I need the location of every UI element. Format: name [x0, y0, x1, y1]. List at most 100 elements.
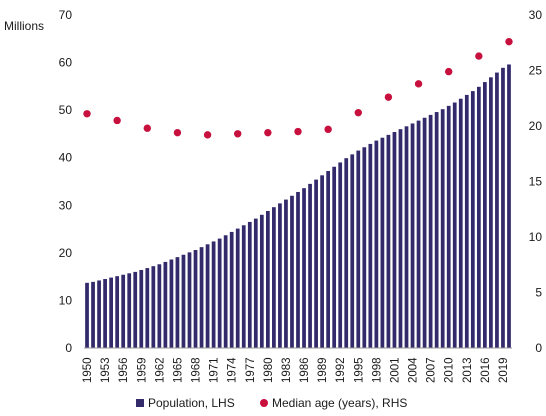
- median-age-markers: [83, 37, 513, 139]
- legend-swatch-median-age: [260, 399, 268, 407]
- population-bar: [127, 273, 132, 348]
- population-bar: [428, 114, 433, 349]
- population-bar: [235, 228, 240, 348]
- population-bar: [115, 276, 120, 348]
- right-axis-tick-label: 15: [529, 175, 543, 189]
- population-bar: [495, 72, 499, 348]
- population-bar: [422, 117, 427, 348]
- population-bar: [85, 282, 89, 348]
- left-axis-tick-label: 60: [59, 56, 73, 70]
- population-bar: [356, 150, 361, 348]
- population-bar: [139, 269, 144, 348]
- population-bar: [302, 188, 306, 348]
- right-axis-tick-label: 20: [529, 119, 543, 133]
- x-axis-tick-label: 1953: [100, 357, 112, 383]
- population-bar: [175, 257, 180, 348]
- population-bar: [296, 191, 300, 348]
- population-bar: [344, 158, 349, 348]
- population-bar: [332, 166, 337, 348]
- population-bar: [416, 120, 421, 348]
- population-bar: [229, 231, 234, 348]
- population-bar: [410, 123, 415, 349]
- population-bar: [368, 143, 373, 348]
- population-bar: [157, 264, 162, 348]
- population-bar: [446, 105, 451, 348]
- population-bar: [284, 199, 288, 348]
- population-bar: [223, 235, 228, 348]
- x-axis-tick-label: 2010: [444, 357, 456, 383]
- population-bar: [290, 195, 294, 348]
- x-axis-tick-label: 2016: [480, 357, 492, 383]
- right-axis-tick-label: 30: [529, 8, 543, 22]
- x-axis-tick-label: 1959: [136, 357, 148, 383]
- right-axis-tick-label: 5: [535, 286, 542, 300]
- left-axis-tick-label: 20: [59, 246, 73, 260]
- population-bar: [103, 279, 107, 348]
- population-bar: [380, 137, 385, 348]
- population-bar: [181, 254, 186, 348]
- median-age-marker: [294, 127, 302, 136]
- population-bars: [85, 64, 511, 349]
- x-axis-tick-label: 1989: [317, 357, 329, 383]
- legend-swatch-population: [136, 399, 144, 407]
- population-bar: [265, 210, 270, 348]
- population-bar: [476, 86, 481, 348]
- x-axis-tick-label: 1956: [118, 357, 130, 383]
- median-age-marker: [234, 130, 242, 138]
- population-bar: [314, 179, 318, 348]
- population-bar: [91, 281, 95, 348]
- population-bar: [326, 171, 331, 348]
- x-axis-ticks: 1950 1953 1956 1959 1962 1965 1968 1971 1974 1977…: [82, 357, 510, 383]
- median-age-marker: [113, 116, 121, 125]
- population-bar: [338, 162, 343, 348]
- x-axis-tick-label: 1974: [227, 357, 239, 383]
- median-age-marker: [173, 128, 182, 137]
- legend-label-population: Population, LHS: [148, 396, 235, 410]
- x-axis-tick-label: 1998: [371, 357, 383, 383]
- x-axis-tick-label: 1992: [335, 357, 347, 383]
- left-axis-tick-label: 0: [65, 341, 72, 355]
- left-axis-tick-label: 10: [59, 293, 73, 307]
- population-bar: [350, 154, 355, 348]
- legend-label-median-age: Median age (years), RHS: [272, 396, 407, 410]
- median-age-marker: [203, 131, 212, 139]
- population-bar: [374, 140, 379, 348]
- population-bar: [151, 266, 156, 348]
- population-bar: [199, 247, 204, 348]
- population-bar: [483, 82, 487, 348]
- right-axis-tick-label: 10: [529, 230, 543, 244]
- right-axis-tick-label: 0: [535, 341, 542, 355]
- population-bar: [97, 280, 101, 348]
- population-bar: [133, 271, 138, 348]
- x-axis-tick-label: 2013: [462, 357, 474, 383]
- legend: Population, LHS Median age (years), RHS: [136, 396, 407, 410]
- population-bar: [464, 94, 469, 348]
- population-bar: [404, 126, 409, 348]
- population-bar: [320, 175, 324, 348]
- population-bar: [253, 218, 258, 348]
- median-age-marker: [414, 80, 423, 88]
- population-bar: [470, 91, 475, 349]
- x-axis-tick-label: 1965: [172, 357, 184, 383]
- left-axis-unit: Millions: [4, 19, 44, 33]
- population-bar: [145, 268, 150, 348]
- population-bar: [386, 134, 391, 348]
- population-bar: [392, 132, 397, 348]
- median-age-marker: [475, 52, 483, 60]
- population-bar: [109, 277, 113, 348]
- median-age-marker: [354, 108, 362, 117]
- population-bar: [211, 241, 216, 348]
- x-axis-tick-label: 2019: [498, 357, 510, 383]
- population-bar: [452, 102, 457, 348]
- median-age-marker: [505, 37, 513, 46]
- right-axis-ticks: 0 5 10 15 20 25 30: [529, 8, 543, 355]
- left-axis-ticks: 0 10 20 30 40 50 60 70: [59, 8, 73, 355]
- right-axis-tick-label: 25: [529, 64, 543, 78]
- median-age-marker: [324, 125, 332, 134]
- population-bar: [489, 77, 493, 348]
- x-axis-tick-label: 1968: [191, 357, 203, 383]
- population-bar: [259, 214, 264, 348]
- left-axis-tick-label: 70: [59, 8, 73, 22]
- population-bar: [241, 225, 246, 348]
